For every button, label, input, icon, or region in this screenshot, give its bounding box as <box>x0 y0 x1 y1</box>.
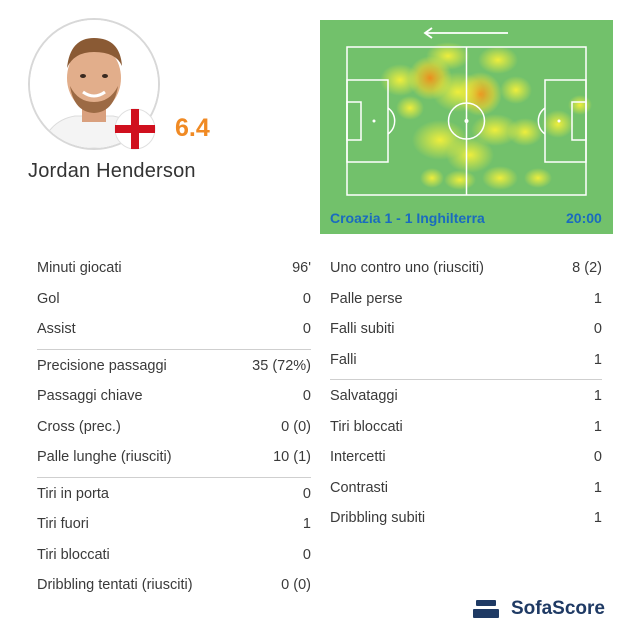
match-result[interactable]: Croazia 1 - 1 Inghilterra <box>330 210 485 226</box>
stat-row: Falli 1 <box>330 347 602 378</box>
sofascore-logo[interactable]: SofaScore <box>473 598 605 620</box>
stat-label: Tiri bloccati <box>37 546 110 563</box>
stats-right-column: Uno contro uno (riusciti) 8 (2) Palle per… <box>330 255 602 536</box>
stat-row: Palle perse 1 <box>330 286 602 317</box>
heatmap-pitch <box>320 20 613 234</box>
stat-label: Dribbling subiti <box>330 510 426 526</box>
stat-row: Falli subiti 0 <box>330 316 602 347</box>
player-rating: 6.4 <box>175 114 210 142</box>
stat-row: Intercetti 0 <box>330 444 602 475</box>
section-divider <box>37 476 311 478</box>
sofascore-logo-icon <box>473 600 499 618</box>
stat-row: Dribbling subiti 1 <box>330 505 602 536</box>
stat-value: 0 <box>593 321 602 337</box>
attack-direction-arrow-icon <box>423 27 508 39</box>
stat-label: Tiri in porta <box>37 485 109 502</box>
stat-label: Tiri bloccati <box>330 418 403 435</box>
stats-left-column: Minuti giocati 96' Gol 0 Assist 0 Precision… <box>37 255 311 603</box>
stat-value: 1 <box>593 290 602 307</box>
stat-label: Assist <box>37 321 76 337</box>
england-flag-icon <box>114 108 156 150</box>
stat-value: 96' <box>292 260 311 276</box>
stat-row: Tiri fuori 1 <box>37 511 311 542</box>
stat-label: Contrasti <box>330 479 389 496</box>
stat-value: 0 (0) <box>281 418 311 435</box>
section-divider <box>330 379 602 380</box>
stat-row: Passaggi chiave 0 <box>37 383 311 414</box>
stat-value: 0 <box>593 449 602 465</box>
stat-value: 10 (1) <box>273 449 311 465</box>
stat-label: Cross (prec.) <box>37 418 121 435</box>
stat-label: Tiri fuori <box>37 516 89 532</box>
stat-value: 0 <box>302 388 311 404</box>
match-time: 20:00 <box>566 210 602 226</box>
player-avatar <box>28 18 160 150</box>
stat-value: 0 <box>302 546 311 563</box>
stat-row: Tiri in porta 0 <box>37 481 311 512</box>
stat-label: Gol <box>37 290 60 307</box>
stat-value: 1 <box>302 516 311 532</box>
stat-row: Salvataggi 1 <box>330 383 602 414</box>
stat-value: 0 (0) <box>281 577 311 593</box>
stat-label: Falli subiti <box>330 321 395 337</box>
stat-value: 1 <box>593 388 602 404</box>
heat-zones <box>380 42 592 190</box>
stat-row: Assist 0 <box>37 316 311 347</box>
stat-value: 1 <box>593 479 602 496</box>
stat-value: 1 <box>593 351 602 368</box>
stat-value: 0 <box>302 485 311 502</box>
stat-row: Tiri bloccati 0 <box>37 542 311 573</box>
stat-value: 1 <box>593 418 602 435</box>
stat-row: Contrasti 1 <box>330 475 602 506</box>
stat-label: Falli <box>330 351 357 368</box>
stat-row: Palle lunghe (riusciti) 10 (1) <box>37 444 311 475</box>
stat-label: Uno contro uno (riusciti) <box>330 260 484 276</box>
stat-row: Dribbling tentati (riusciti) 0 (0) <box>37 572 311 603</box>
stat-label: Palle perse <box>330 290 403 307</box>
stat-value: 0 <box>302 321 311 337</box>
stat-label: Dribbling tentati (riusciti) <box>37 577 193 593</box>
stat-value: 35 (72%) <box>252 357 311 374</box>
stat-value: 1 <box>593 510 602 526</box>
stat-label: Intercetti <box>330 449 386 465</box>
stat-label: Minuti giocati <box>37 260 122 276</box>
stat-row: Minuti giocati 96' <box>37 255 311 286</box>
stat-label: Palle lunghe (riusciti) <box>37 449 172 465</box>
stat-row: Tiri bloccati 1 <box>330 414 602 445</box>
brand-name: SofaScore <box>511 598 605 619</box>
stat-label: Passaggi chiave <box>37 388 143 404</box>
stat-row: Cross (prec.) 0 (0) <box>37 414 311 445</box>
player-name: Jordan Henderson <box>28 160 196 182</box>
stat-value: 0 <box>302 290 311 307</box>
stat-row: Precisione passaggi 35 (72%) <box>37 353 311 384</box>
stat-label: Precisione passaggi <box>37 357 167 374</box>
stat-label: Salvataggi <box>330 388 398 404</box>
section-divider <box>37 348 311 350</box>
stat-row: Gol 0 <box>37 286 311 317</box>
stat-row: Uno contro uno (riusciti) 8 (2) <box>330 255 602 286</box>
stat-value: 8 (2) <box>572 260 602 276</box>
